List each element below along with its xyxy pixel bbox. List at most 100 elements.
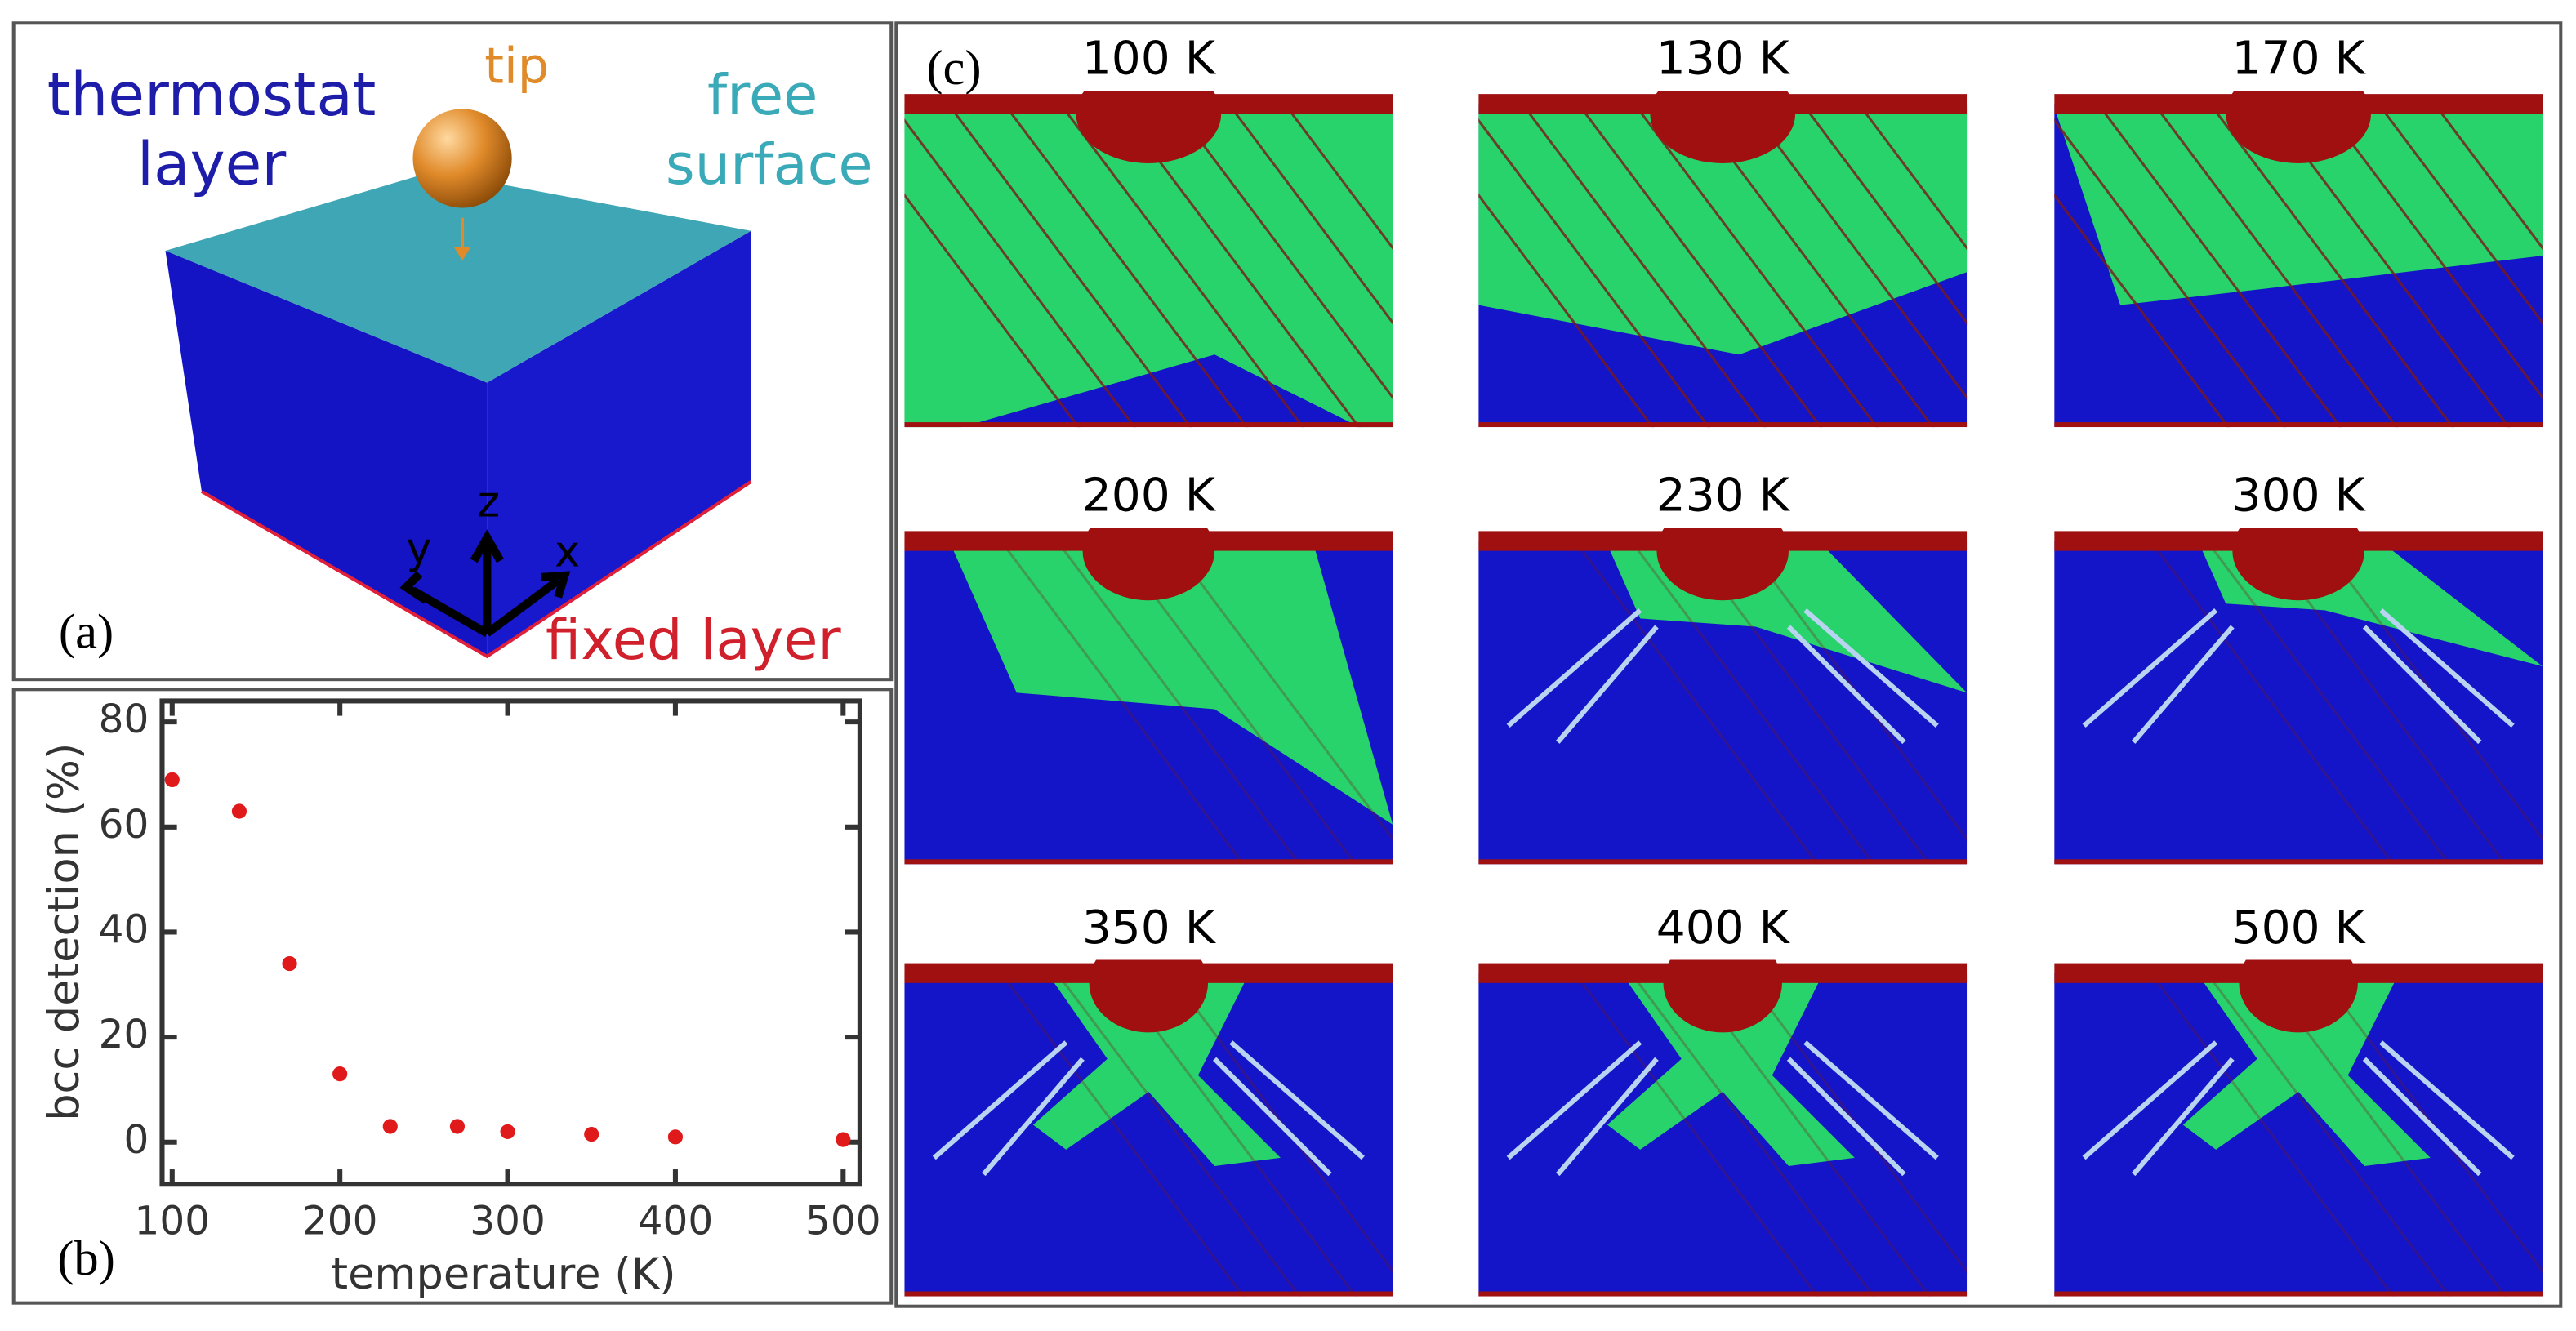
data-point	[584, 1127, 599, 1142]
dislocation	[982, 1057, 1085, 1177]
bottom-layer	[2054, 1291, 2543, 1297]
stacking-fault	[904, 193, 1081, 428]
y-tick-label: 20	[99, 1012, 149, 1057]
snapshot-body	[2054, 91, 2543, 428]
snapshot-body	[1478, 959, 1968, 1297]
y-tick-label: 80	[99, 697, 149, 742]
snapshot-body	[904, 959, 1393, 1297]
plot-frame	[159, 698, 862, 1187]
tip-label: tip	[484, 38, 549, 95]
indent-zone	[2226, 91, 2371, 163]
tip-arrowhead	[453, 247, 471, 261]
snapshot-body	[1478, 528, 1968, 865]
y-tick-label: 40	[99, 906, 149, 952]
indent-zone	[1663, 959, 1782, 1033]
data-point	[332, 1066, 348, 1082]
snapshot-body	[904, 528, 1393, 865]
box-right-face	[487, 230, 751, 657]
bottom-layer	[1478, 859, 1968, 865]
box-top-face	[165, 171, 751, 383]
x-tick-label: 400	[638, 1199, 714, 1244]
y-tick-label: 60	[99, 802, 149, 848]
snapshot	[904, 528, 1393, 865]
indent-zone	[1650, 91, 1796, 163]
stacking-fault	[2152, 975, 2396, 1297]
panel-c-frame	[894, 21, 2563, 1308]
indent-zone	[2232, 528, 2364, 601]
dislocation	[1229, 1040, 1365, 1160]
data-point	[449, 1119, 466, 1134]
fcc-region	[904, 107, 1393, 428]
stacking-fault	[1058, 975, 1302, 1297]
thermostat-label: layer	[137, 131, 287, 199]
stacking-fault	[1174, 106, 1393, 400]
snapshot-title: 170 K	[2232, 32, 2367, 85]
fcc-region	[2054, 107, 2543, 305]
dislocation	[2362, 1057, 2482, 1177]
panel-label: (b)	[57, 1231, 115, 1286]
stacking-fault	[1005, 106, 1249, 428]
data-point	[282, 955, 297, 972]
snapshot-body	[904, 91, 1393, 428]
snapshot	[2054, 959, 2543, 1297]
dislocation	[1555, 1057, 1659, 1177]
snapshot-title: 500 K	[2232, 901, 2367, 955]
stacking-fault	[2054, 193, 2231, 428]
fcc-region	[1607, 976, 1855, 1167]
indent-zone	[1076, 91, 1222, 163]
dislocation	[2379, 608, 2515, 728]
stacking-fault	[1523, 106, 1767, 428]
stacking-fault	[2379, 106, 2543, 325]
snapshot	[2054, 528, 2543, 865]
stacking-fault	[1580, 106, 1823, 428]
stacking-fault	[904, 118, 1137, 428]
snapshot	[1478, 91, 1968, 428]
snapshot-title: 130 K	[1656, 32, 1791, 85]
tip-sphere	[412, 109, 512, 208]
bottom-layer	[904, 859, 1393, 865]
axis-label-z: z	[478, 478, 501, 528]
dislocation	[1786, 1057, 1906, 1177]
stacking-fault	[2324, 106, 2543, 400]
scatter-chart: temperature (K) bcc detection (%) (b) 10…	[39, 697, 881, 1299]
bottom-layer	[904, 1291, 1393, 1297]
dislocation	[2082, 608, 2218, 728]
stacking-fault	[2211, 106, 2454, 428]
stacking-fault	[1635, 106, 1879, 428]
stacking-fault	[1576, 543, 1820, 865]
free-surface-label: surface	[666, 132, 873, 198]
indent-zone	[1656, 528, 1789, 601]
simulation-box: x y z	[165, 109, 752, 659]
stacking-fault	[1478, 118, 1710, 428]
stacking-fault	[1058, 543, 1302, 865]
snapshot-title: 200 K	[1082, 470, 1217, 523]
fcc-region	[2182, 976, 2431, 1167]
snapshot	[1478, 959, 1968, 1297]
stacking-fault	[949, 106, 1192, 428]
dislocation	[2131, 1057, 2235, 1177]
snapshot-body	[1478, 91, 1968, 428]
stacking-fault	[2099, 106, 2342, 428]
stacking-fault	[1748, 106, 1968, 400]
panel-a-frame	[11, 21, 894, 682]
indent-zone	[1089, 959, 1209, 1033]
box-left-face	[165, 251, 488, 657]
stacking-fault	[1576, 975, 1820, 1297]
snapshot	[904, 959, 1393, 1297]
stacking-fault	[1062, 106, 1305, 428]
bottom-layer	[904, 422, 1393, 428]
stacking-fault	[2054, 118, 2286, 428]
dislocation	[1506, 1040, 1642, 1160]
snapshot-body	[2054, 959, 2543, 1297]
dislocation	[2082, 1040, 2218, 1160]
y-axis-label: bcc detection (%)	[39, 743, 89, 1121]
free-surface-label: free	[707, 63, 818, 128]
stacking-fault	[2208, 975, 2451, 1297]
fcc-region	[950, 544, 1393, 825]
y-tick-label: 0	[123, 1117, 149, 1163]
data-point	[231, 803, 247, 819]
stacking-fault	[2436, 106, 2543, 251]
axis-label-y: y	[406, 523, 431, 573]
data-point	[164, 772, 180, 788]
